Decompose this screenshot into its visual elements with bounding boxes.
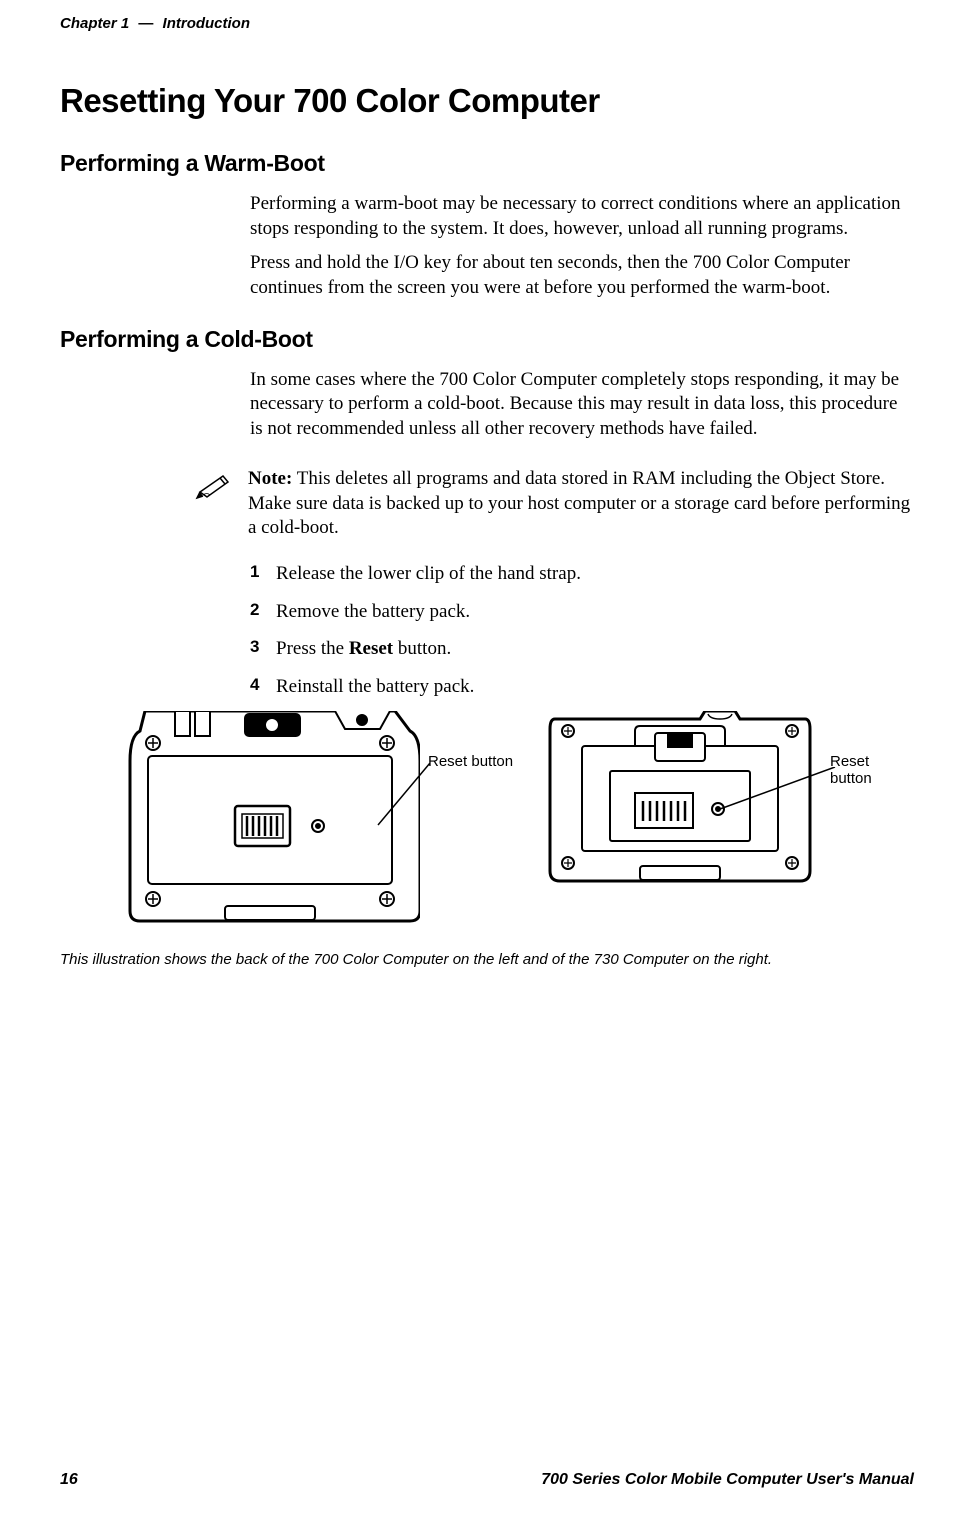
header-dash: — — [138, 15, 153, 32]
warm-boot-para1: Performing a warm-boot may be necessary … — [250, 192, 914, 241]
step-text: Release the lower clip of the hand strap… — [276, 561, 914, 587]
page-footer: 16 700 Series Color Mobile Computer User… — [60, 1471, 914, 1489]
note-block: Note: This deletes all programs and data… — [195, 467, 914, 541]
note-text: Note: This deletes all programs and data… — [248, 467, 914, 541]
step-text: Press the Reset button. — [276, 636, 914, 662]
page-header: Chapter 1 — Introduction — [60, 15, 914, 32]
steps-list: 1 Release the lower clip of the hand str… — [250, 561, 914, 700]
list-item: 1 Release the lower clip of the hand str… — [250, 561, 914, 587]
warm-boot-heading: Performing a Warm-Boot — [60, 150, 914, 177]
reset-label-left: Reset button — [428, 753, 513, 770]
step-number: 2 — [250, 599, 264, 625]
warm-boot-para2: Press and hold the I/O key for about ten… — [250, 251, 914, 300]
diagram-container: Reset button — [120, 711, 914, 931]
main-heading: Resetting Your 700 Color Computer — [60, 82, 914, 120]
pointer-line-left — [365, 763, 440, 838]
page-number: 16 — [60, 1471, 78, 1489]
diagram-caption: This illustration shows the back of the … — [60, 951, 914, 968]
note-label: Note: — [248, 468, 292, 489]
cold-boot-body: In some cases where the 700 Color Comput… — [250, 368, 914, 442]
warm-boot-body: Performing a warm-boot may be necessary … — [250, 192, 914, 301]
list-item: 3 Press the Reset button. — [250, 636, 914, 662]
step-text: Reinstall the battery pack. — [276, 674, 914, 700]
chapter-label: Chapter 1 — [60, 15, 129, 32]
note-content: This deletes all programs and data store… — [248, 468, 910, 538]
section-label: Introduction — [163, 15, 250, 32]
step-text: Remove the battery pack. — [276, 599, 914, 625]
list-item: 4 Reinstall the battery pack. — [250, 674, 914, 700]
note-icon — [195, 470, 233, 505]
step-number: 1 — [250, 561, 264, 587]
list-item: 2 Remove the battery pack. — [250, 599, 914, 625]
step-number: 3 — [250, 636, 264, 662]
cold-boot-para1: In some cases where the 700 Color Comput… — [250, 368, 914, 442]
manual-title: 700 Series Color Mobile Computer User's … — [541, 1471, 914, 1489]
pointer-line-right — [717, 767, 847, 817]
cold-boot-heading: Performing a Cold-Boot — [60, 326, 914, 353]
step-number: 4 — [250, 674, 264, 700]
